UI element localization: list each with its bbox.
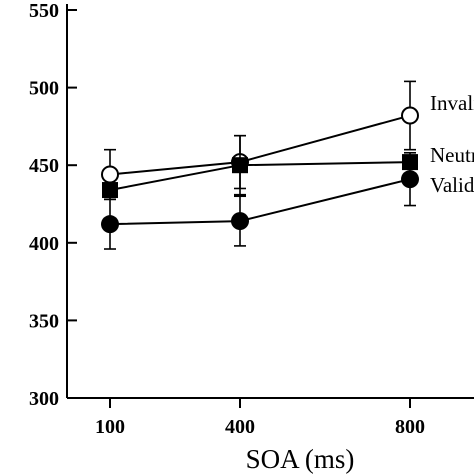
series-label: Neutral (430, 143, 474, 167)
data-point (232, 157, 248, 174)
series-line-1 (109, 161, 411, 192)
plot-area (101, 80, 419, 250)
y-tick-label: 300 (29, 388, 59, 410)
series-line-2 (109, 178, 411, 226)
axes: 300 350 400 450 500 550 100 400 800 (29, 0, 474, 438)
y-tick-label: 450 (29, 155, 59, 177)
y-tick-label: 550 (29, 0, 59, 22)
data-point (231, 212, 249, 231)
data-point (401, 170, 419, 189)
y-tick-label: 350 (29, 310, 59, 332)
x-tick-label: 400 (225, 416, 255, 438)
data-point (102, 182, 118, 199)
y-tick-label: 400 (29, 233, 59, 255)
data-point (401, 106, 419, 125)
series-label: Invalid (430, 91, 474, 115)
data-point (101, 215, 119, 234)
series-label: Valid (430, 173, 474, 197)
x-tick-label: 100 (95, 416, 125, 438)
data-point (101, 165, 119, 184)
y-tick-label: 500 (29, 78, 59, 100)
x-axis-label: SOA (ms) (246, 444, 355, 474)
labels: SOA (ms) Invalid Neutral Valid (246, 91, 474, 474)
x-tick-label: 800 (395, 416, 425, 438)
